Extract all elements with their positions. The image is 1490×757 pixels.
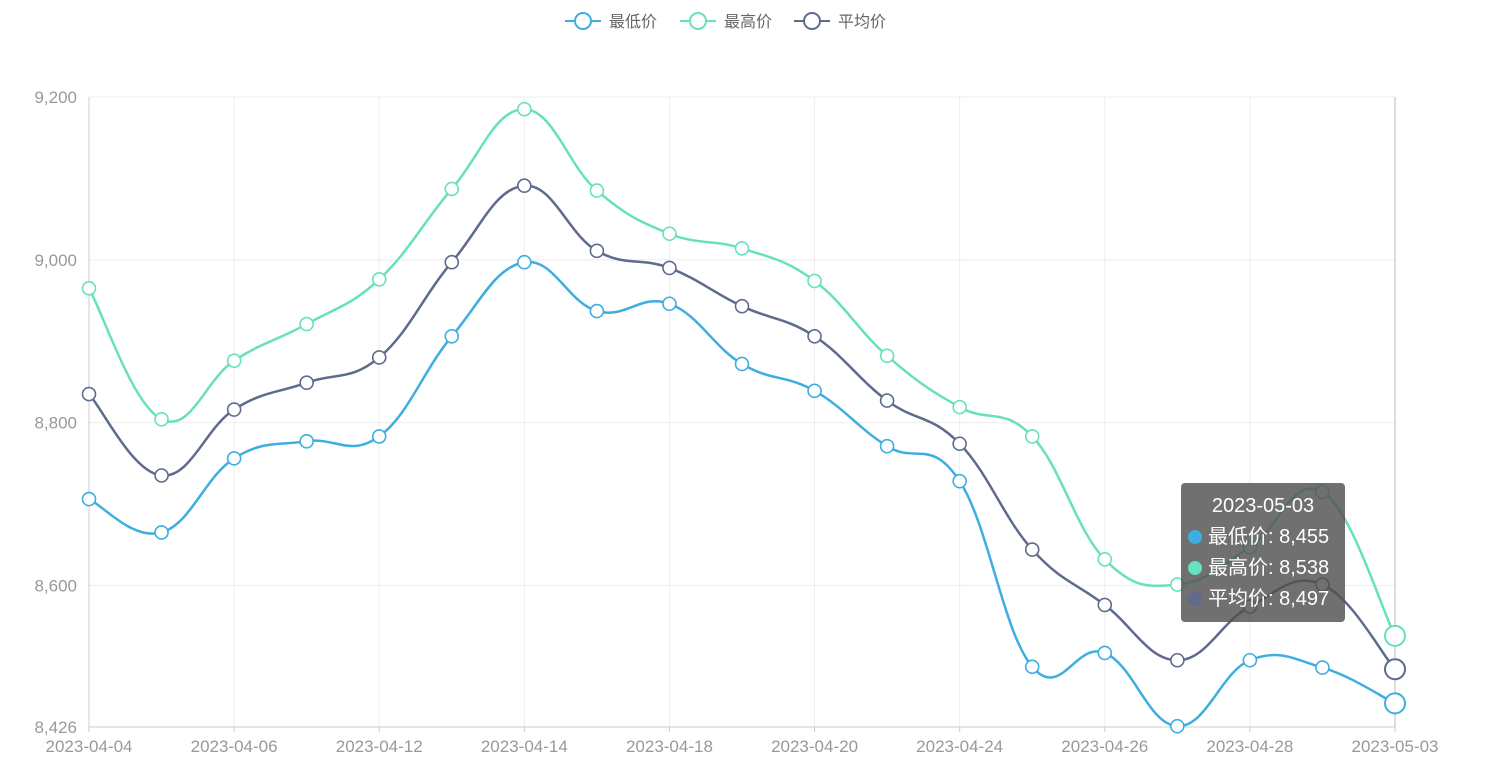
- data-point-low[interactable]: [517, 254, 532, 270]
- data-point-avg[interactable]: [226, 402, 242, 417]
- x-tick-label: 2023-04-14: [481, 737, 568, 756]
- legend-marker: [689, 12, 707, 30]
- legend-label: 最高价: [724, 13, 772, 31]
- data-point-high[interactable]: [952, 399, 967, 415]
- data-point-low[interactable]: [1024, 659, 1040, 675]
- x-tick-label: 2023-04-24: [916, 737, 1003, 756]
- data-point-high[interactable]: [371, 272, 387, 287]
- legend-label: 最低价: [609, 13, 657, 31]
- x-tick-label: 2023-04-04: [46, 737, 133, 756]
- x-tick-label: 2023-05-03: [1352, 737, 1439, 756]
- legend-marker: [574, 12, 592, 30]
- tooltip-title: 2023-05-03: [1211, 495, 1315, 517]
- data-point-avg[interactable]: [1170, 652, 1185, 668]
- data-point-high[interactable]: [807, 273, 822, 289]
- data-point-avg[interactable]: [444, 254, 460, 270]
- data-point-low[interactable]: [154, 525, 169, 540]
- data-point-high[interactable]: [81, 280, 97, 296]
- data-point-low[interactable]: [1242, 652, 1258, 668]
- data-point-high[interactable]: [879, 348, 895, 364]
- data-point-avg[interactable]: [81, 386, 97, 402]
- data-point-avg[interactable]: [371, 350, 387, 365]
- data-point-avg[interactable]: [952, 436, 967, 452]
- y-tick-label: 9,200: [34, 88, 77, 107]
- data-point-avg[interactable]: [879, 393, 895, 408]
- data-point-avg[interactable]: [154, 468, 169, 483]
- data-point-low[interactable]: [879, 438, 895, 454]
- data-point-high[interactable]: [154, 412, 169, 427]
- data-point-low[interactable]: [807, 383, 822, 399]
- chart-tooltip: 2023-05-03 最低价: 8,455 最高价: 8,538 平均价: 8,…: [1181, 483, 1345, 622]
- y-tick-label: 8,426: [34, 718, 77, 737]
- x-tick-label: 2023-04-28: [1206, 737, 1293, 756]
- y-tick-label: 8,600: [34, 576, 77, 595]
- x-tick-label: 2023-04-12: [336, 737, 423, 756]
- data-point-avg[interactable]: [662, 260, 677, 276]
- data-point-low[interactable]: [1170, 718, 1185, 734]
- x-tick-label: 2023-04-26: [1061, 737, 1148, 756]
- legend-item-avg[interactable]: 平均价: [794, 12, 886, 31]
- series-layer: [81, 101, 1406, 734]
- data-point-low[interactable]: [589, 303, 605, 319]
- data-point-avg[interactable]: [299, 375, 314, 390]
- data-point-low[interactable]: [734, 356, 750, 372]
- x-tick-label: 2023-04-06: [191, 737, 278, 756]
- data-point-low[interactable]: [226, 451, 242, 466]
- grid-lines: [88, 96, 1396, 728]
- data-point-high[interactable]: [299, 316, 314, 332]
- data-point-low[interactable]: [662, 296, 677, 312]
- data-point-avg[interactable]: [1097, 597, 1113, 613]
- tooltip-row-avg: 平均价: 8,497: [1188, 584, 1338, 615]
- tooltip-low-label: 最低价: 8,455: [1208, 526, 1330, 548]
- data-point-low[interactable]: [371, 429, 387, 444]
- data-point-low[interactable]: [444, 329, 460, 344]
- legend-label: 平均价: [838, 13, 886, 31]
- tooltip-dot-high: [1188, 561, 1202, 575]
- tooltip-high-label: 最高价: 8,538: [1208, 557, 1330, 579]
- legend-item-high[interactable]: 最高价: [680, 12, 772, 31]
- data-point-high[interactable]: [1097, 552, 1113, 567]
- tooltip-row-low: 最低价: 8,455: [1188, 522, 1338, 553]
- data-point-high[interactable]: [589, 183, 605, 198]
- data-point-avg[interactable]: [517, 178, 532, 194]
- data-point-low[interactable]: [1097, 645, 1113, 661]
- data-point-high[interactable]: [517, 101, 532, 117]
- data-point-avg[interactable]: [589, 243, 605, 259]
- legend-item-low[interactable]: 最低价: [565, 12, 657, 31]
- data-point-high[interactable]: [444, 181, 460, 197]
- data-point-high[interactable]: [1384, 624, 1406, 647]
- legend-marker: [803, 12, 821, 30]
- data-point-low[interactable]: [81, 491, 97, 507]
- data-point-low[interactable]: [1384, 692, 1406, 715]
- data-point-high[interactable]: [662, 226, 677, 242]
- data-point-high[interactable]: [734, 241, 750, 256]
- x-tick-label: 2023-04-18: [626, 737, 713, 756]
- legend: 最低价 最高价 平均价: [565, 12, 886, 31]
- series-line-low: [88, 260, 1396, 728]
- x-tick-label: 2023-04-20: [771, 737, 858, 756]
- data-point-high[interactable]: [1024, 429, 1040, 444]
- data-point-avg[interactable]: [807, 329, 822, 344]
- data-point-low[interactable]: [1315, 660, 1330, 675]
- data-point-avg[interactable]: [734, 298, 750, 314]
- data-point-avg[interactable]: [1024, 542, 1040, 557]
- tooltip-dot-avg: [1188, 592, 1202, 606]
- data-point-low[interactable]: [952, 473, 967, 489]
- data-point-low[interactable]: [299, 434, 314, 449]
- y-tick-label: 8,800: [34, 414, 77, 433]
- y-tick-label: 9,000: [34, 251, 77, 270]
- tooltip-dot-low: [1188, 530, 1202, 544]
- data-point-high[interactable]: [226, 353, 242, 369]
- data-point-avg[interactable]: [1384, 658, 1406, 681]
- tooltip-avg-label: 平均价: 8,497: [1208, 588, 1330, 610]
- tooltip-row-high: 最高价: 8,538: [1188, 553, 1338, 584]
